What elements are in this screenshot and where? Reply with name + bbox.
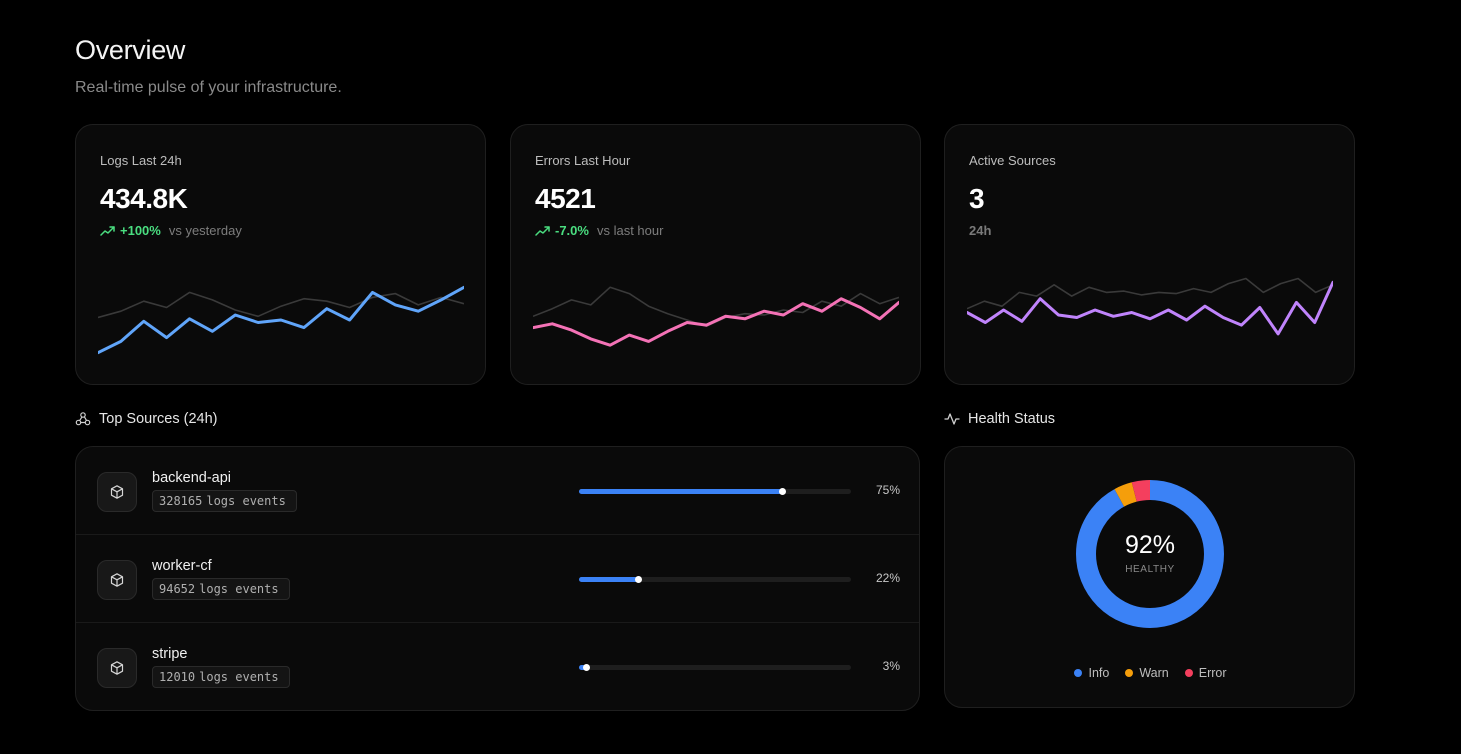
health-status-heading: Health Status [944, 411, 1055, 427]
current-period-line [967, 280, 1333, 336]
trend-indicator: +100% [100, 223, 161, 238]
page-title: Overview [75, 35, 186, 65]
trending-up-icon [100, 225, 115, 236]
legend-label: Error [1198, 666, 1227, 680]
stat-label: Errors Last Hour [535, 153, 631, 168]
sources-sparkline [967, 277, 1333, 336]
legend-dot [1125, 669, 1134, 677]
source-count-unit: logs events [206, 494, 286, 508]
source-percent: 22% [875, 571, 900, 585]
stat-change: -7.0% vs last hour [535, 223, 663, 238]
source-count: 94652 [159, 582, 196, 596]
legend-dot [1074, 669, 1083, 677]
list-item[interactable]: stripe 12010 logs events 3% [76, 623, 919, 710]
source-count-badge: 328165 logs events [152, 490, 297, 512]
legend-label: Warn [1139, 666, 1169, 680]
previous-period-line [967, 277, 1333, 310]
health-percent: 92% [1124, 531, 1176, 559]
stat-change: +100% vs yesterday [100, 223, 242, 238]
stat-period: 24h [969, 223, 992, 238]
legend-dot [1184, 669, 1193, 677]
list-item[interactable]: worker-cf 94652 logs events 22% [76, 535, 919, 623]
current-period-line [533, 297, 899, 347]
top-sources-heading: Top Sources (24h) [75, 411, 217, 427]
section-title: Top Sources (24h) [99, 411, 218, 427]
errors-stat-card[interactable]: Errors Last Hour 4521 -7.0% vs last hour [510, 124, 921, 385]
package-icon [97, 648, 137, 688]
stat-label: Logs Last 24h [100, 153, 182, 168]
source-count-badge: 12010 logs events [152, 666, 290, 688]
package-icon [97, 560, 137, 600]
health-status-card: 92% HEALTHY Info Warn Error [944, 446, 1355, 708]
donut-segments [1076, 480, 1224, 628]
usage-bar-fill [579, 489, 783, 494]
list-item[interactable]: backend-api 328165 logs events 75% [76, 447, 919, 535]
source-percent: 75% [875, 483, 900, 497]
donut-segment-error [1076, 480, 1224, 628]
usage-bar-marker [583, 664, 591, 671]
logs-sparkline [98, 285, 464, 355]
source-count: 12010 [159, 670, 196, 684]
logs-stat-card[interactable]: Logs Last 24h 434.8K +100% vs yesterday [75, 124, 486, 385]
source-name: worker-cf [152, 558, 212, 574]
errors-sparkline [533, 286, 899, 347]
source-count-unit: logs events [199, 582, 279, 596]
usage-bar [579, 576, 851, 583]
active-sources-stat-card[interactable]: Active Sources 3 24h [944, 124, 1355, 385]
health-donut-chart [1076, 480, 1224, 628]
previous-period-line [98, 291, 464, 319]
trending-up-icon [535, 225, 550, 236]
usage-bar-marker [634, 576, 642, 583]
source-count-unit: logs events [199, 670, 279, 684]
top-sources-list: backend-api 328165 logs events 75% worker… [75, 446, 920, 711]
activity-icon [944, 413, 960, 425]
current-period-line [98, 285, 464, 355]
usage-bar [579, 488, 851, 495]
legend-item-info: Info [1074, 666, 1109, 680]
usage-bar-fill [579, 665, 588, 670]
page-subtitle: Real-time pulse of your infrastructure. [75, 79, 342, 96]
legend-item-error: Error [1184, 666, 1227, 680]
change-value: +100% [120, 223, 161, 238]
legend-item-warn: Warn [1125, 666, 1169, 680]
stat-value: 3 [969, 183, 985, 214]
comparison-text: vs last hour [596, 223, 664, 238]
package-icon [97, 472, 137, 512]
usage-bar-fill [579, 577, 639, 582]
comparison-text: vs yesterday [168, 223, 242, 238]
usage-bar-marker [779, 488, 786, 495]
source-name: backend-api [152, 470, 231, 486]
source-percent: 3% [882, 659, 900, 673]
source-count: 328165 [159, 494, 203, 508]
chart-legend: Info Warn Error [945, 666, 1356, 680]
source-name: stripe [152, 646, 188, 662]
section-title: Health Status [968, 411, 1056, 427]
change-value: -7.0% [555, 223, 589, 238]
source-count-badge: 94652 logs events [152, 578, 290, 600]
trend-indicator: -7.0% [535, 223, 589, 238]
legend-label: Info [1088, 666, 1110, 680]
health-label: HEALTHY [1125, 564, 1175, 575]
usage-bar [579, 664, 851, 671]
stat-value: 434.8K [100, 183, 188, 214]
stat-label: Active Sources [969, 153, 1056, 168]
stat-value: 4521 [535, 183, 596, 214]
webhook-icon [75, 412, 91, 426]
